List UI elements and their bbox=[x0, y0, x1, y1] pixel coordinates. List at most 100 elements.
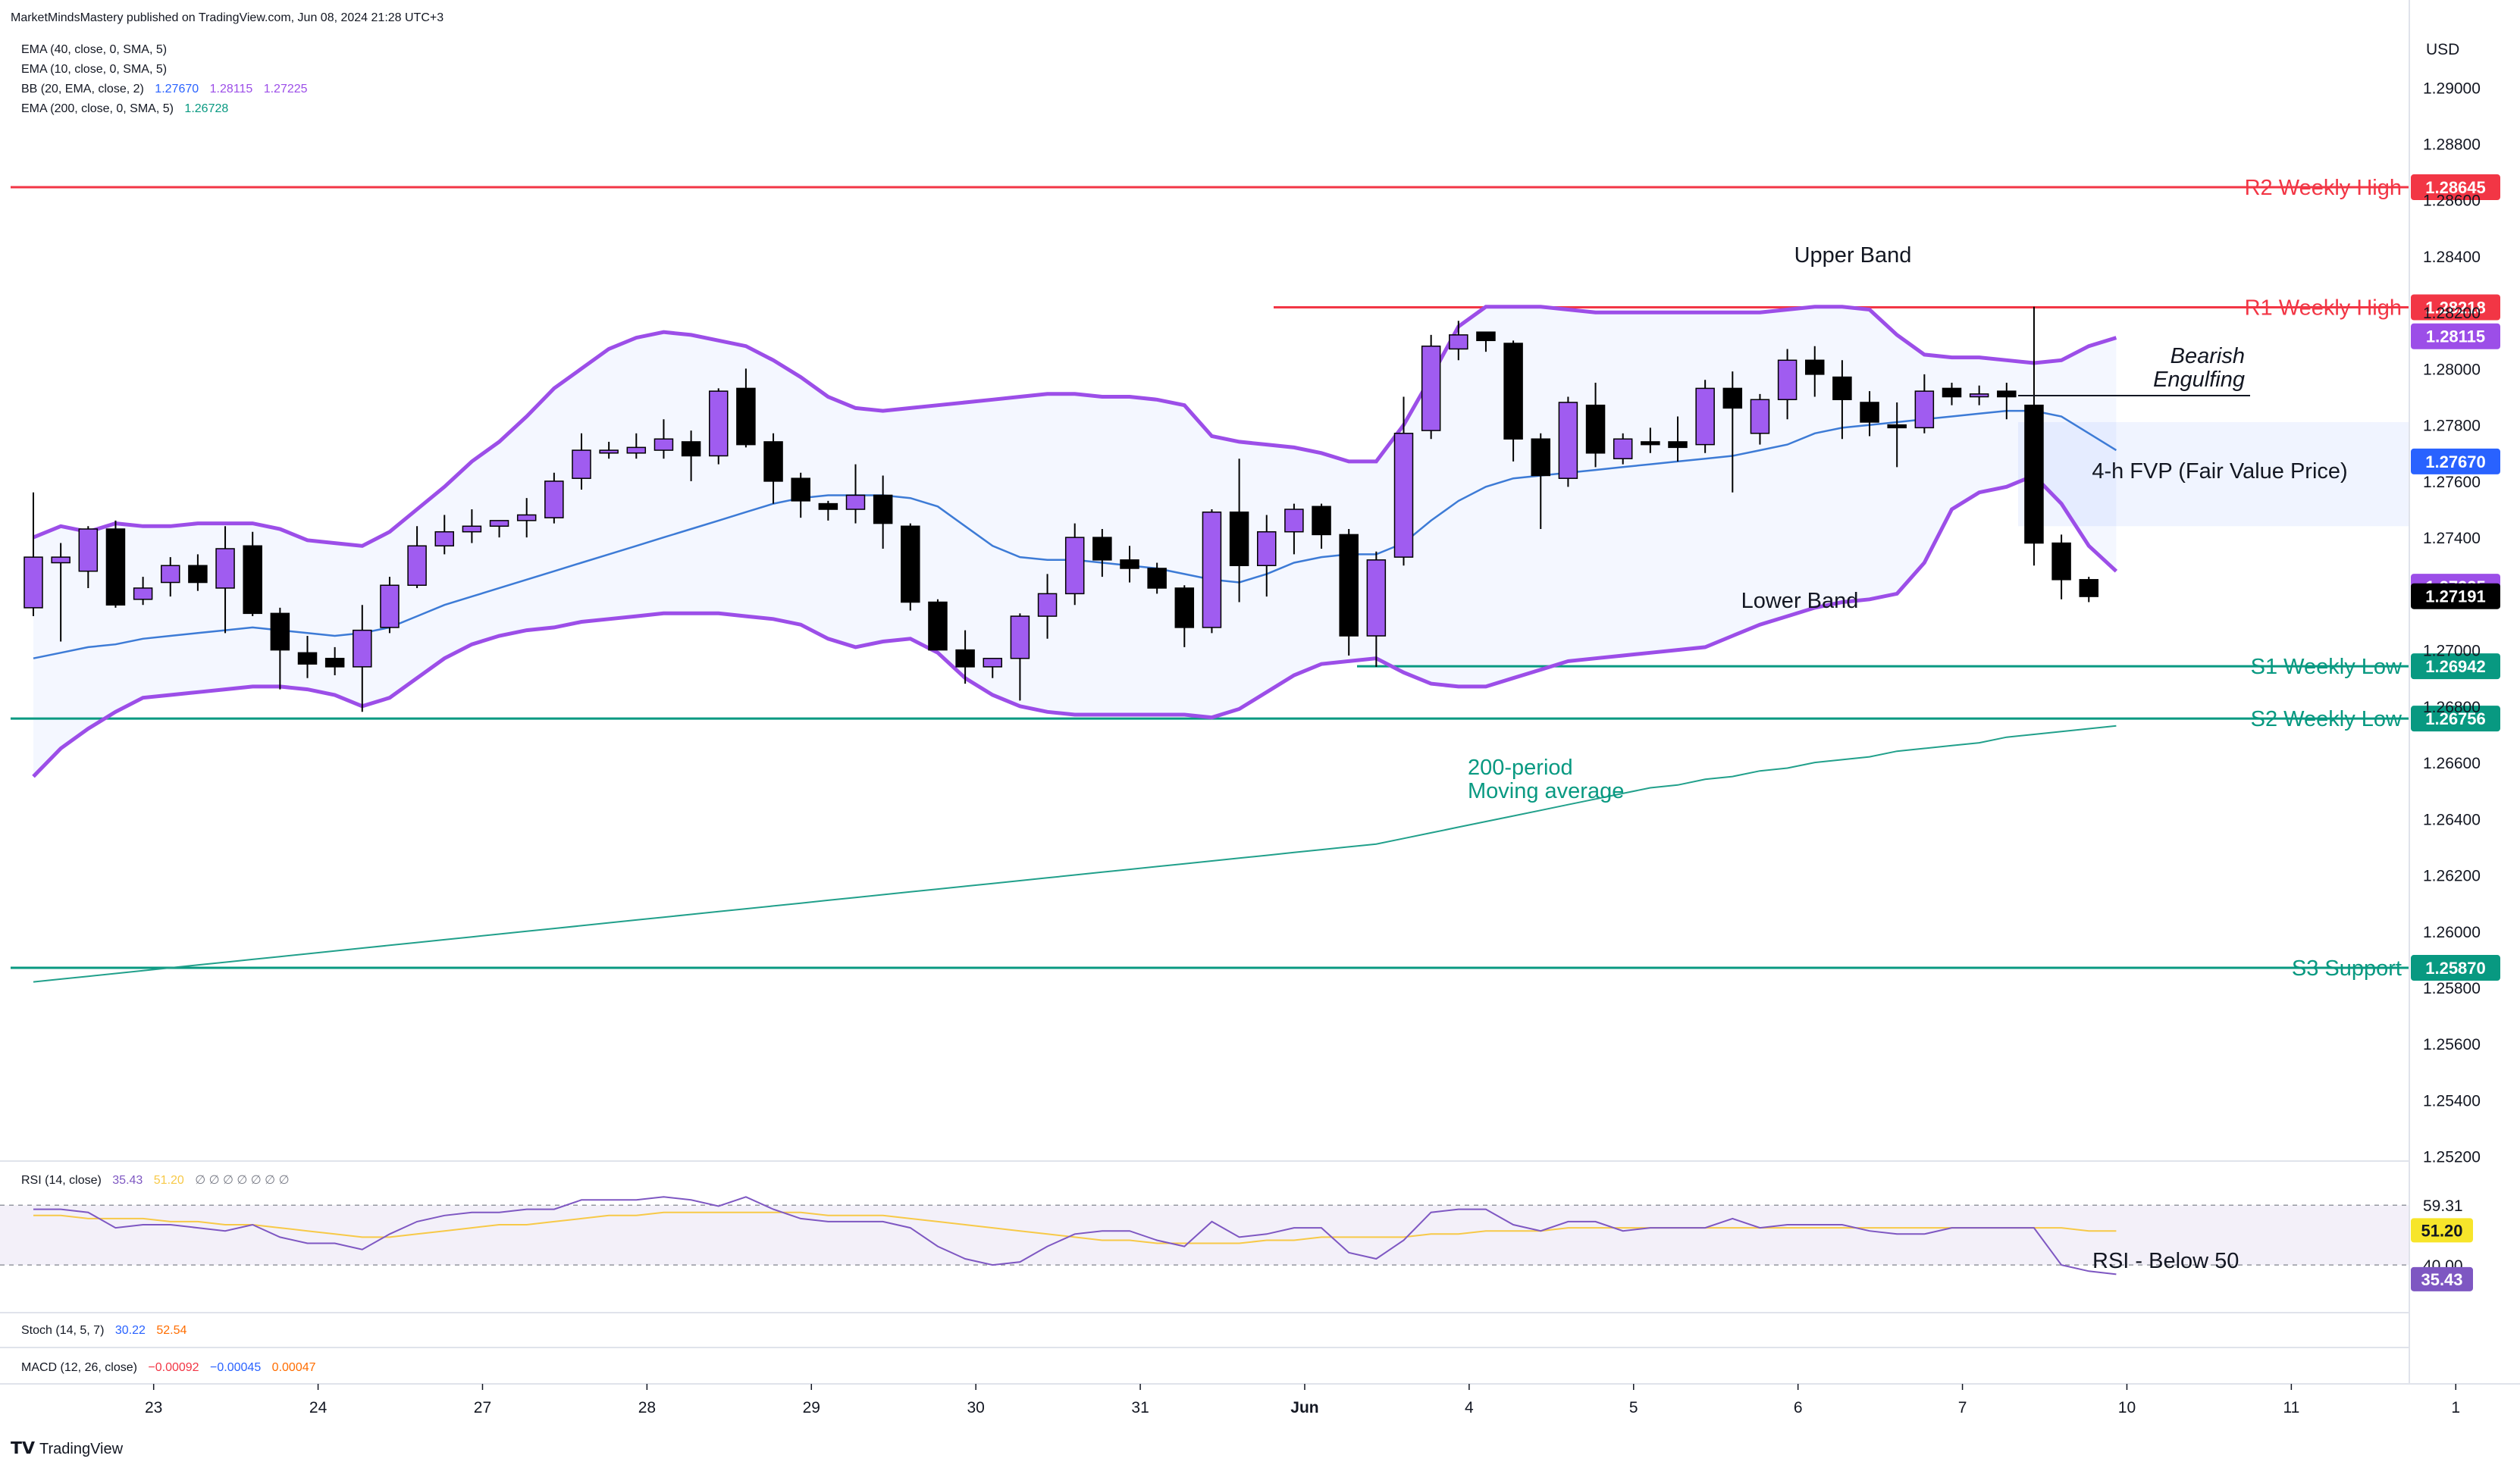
candle[interactable] bbox=[1312, 503, 1331, 549]
candle[interactable] bbox=[407, 526, 427, 588]
level-price-tag[interactable] bbox=[2411, 294, 2500, 321]
candle[interactable] bbox=[1503, 340, 1523, 462]
candle[interactable] bbox=[955, 630, 975, 684]
price-tag[interactable] bbox=[2411, 583, 2500, 609]
candle[interactable] bbox=[1092, 528, 1112, 577]
candle[interactable] bbox=[1202, 509, 1222, 634]
candle[interactable] bbox=[243, 531, 262, 617]
candle[interactable] bbox=[1257, 515, 1277, 597]
candle[interactable] bbox=[78, 526, 99, 588]
candle[interactable] bbox=[51, 543, 71, 642]
candle[interactable] bbox=[1393, 396, 1414, 566]
currency-label[interactable]: USD bbox=[2426, 41, 2459, 58]
candle[interactable] bbox=[928, 599, 948, 651]
legend-bb[interactable]: BB (20, EMA, close, 2) 1.27670 1.28115 1… bbox=[21, 83, 308, 95]
annotation-fvp[interactable]: 4-h FVP (Fair Value Price) bbox=[2092, 459, 2347, 484]
level-price-tag[interactable] bbox=[2411, 706, 2500, 732]
candle[interactable] bbox=[1284, 503, 1304, 555]
annotation-lower-band[interactable]: Lower Band bbox=[1741, 589, 1859, 613]
annotation-engulfing[interactable]: Engulfing bbox=[2153, 368, 2245, 392]
legend-macd[interactable]: MACD (12, 26, close) −0.00092 −0.00045 0… bbox=[21, 1361, 316, 1374]
rsi-value-tag[interactable] bbox=[2411, 1266, 2473, 1291]
candle[interactable] bbox=[1750, 393, 1770, 445]
candle[interactable] bbox=[1064, 523, 1085, 606]
candle[interactable] bbox=[1641, 427, 1660, 453]
level-price-tag[interactable] bbox=[2411, 955, 2500, 981]
candle[interactable] bbox=[818, 500, 838, 521]
annotation-bearish[interactable]: Bearish bbox=[2171, 344, 2245, 368]
candle[interactable] bbox=[133, 577, 153, 606]
level-label[interactable]: R2 Weekly High bbox=[2245, 176, 2402, 200]
candle[interactable] bbox=[1805, 346, 1825, 397]
tradingview-logo[interactable]: 𝗧𝗩 TradingView bbox=[11, 1438, 124, 1457]
candle[interactable] bbox=[654, 419, 674, 459]
candle[interactable] bbox=[599, 441, 619, 459]
fvp-zone[interactable] bbox=[2018, 421, 2409, 527]
candle[interactable] bbox=[2051, 534, 2071, 599]
annotation-ma200-line2[interactable]: Moving average bbox=[1468, 779, 1624, 803]
level-label[interactable]: S1 Weekly Low bbox=[2251, 655, 2402, 679]
candle[interactable] bbox=[901, 523, 920, 611]
level-label[interactable]: S3 Support bbox=[2292, 956, 2402, 981]
candle[interactable] bbox=[489, 520, 509, 538]
candle[interactable] bbox=[324, 646, 345, 676]
price-tag[interactable] bbox=[2411, 448, 2500, 474]
bb-lower-line[interactable] bbox=[32, 473, 2118, 778]
legend-ema40[interactable]: EMA (40, close, 0, SMA, 5) bbox=[21, 43, 167, 56]
candle[interactable] bbox=[1558, 396, 1578, 487]
candle[interactable] bbox=[1585, 382, 1606, 468]
rsi-line[interactable] bbox=[33, 1196, 2117, 1276]
candle[interactable] bbox=[763, 433, 783, 504]
candle[interactable] bbox=[544, 472, 564, 524]
legend-rsi[interactable]: RSI (14, close) 35.43 51.20 ∅ ∅ ∅ ∅ ∅ ∅ … bbox=[21, 1174, 290, 1187]
candle[interactable] bbox=[1832, 360, 1852, 440]
bb-upper-line[interactable] bbox=[33, 305, 2117, 548]
candle[interactable] bbox=[736, 368, 756, 448]
ema200-line[interactable] bbox=[33, 725, 2117, 983]
candle[interactable] bbox=[681, 430, 701, 481]
candle[interactable] bbox=[215, 526, 235, 634]
candle[interactable] bbox=[1449, 321, 1468, 361]
candle[interactable] bbox=[1777, 349, 1798, 420]
candle[interactable] bbox=[1914, 374, 1935, 434]
candle[interactable] bbox=[434, 515, 454, 555]
level-label[interactable]: R1 Weekly High bbox=[2245, 296, 2402, 321]
candle[interactable] bbox=[1010, 613, 1030, 701]
candle[interactable] bbox=[1229, 459, 1249, 603]
candle[interactable] bbox=[1366, 551, 1387, 667]
candle[interactable] bbox=[983, 657, 1002, 678]
candle[interactable] bbox=[2079, 577, 2098, 603]
candle[interactable] bbox=[1860, 391, 1879, 437]
candle[interactable] bbox=[1147, 562, 1167, 594]
rsi-ma-line[interactable] bbox=[33, 1211, 2117, 1244]
candle[interactable] bbox=[297, 636, 318, 678]
annotation-ma200-line1[interactable]: 200-period bbox=[1468, 756, 1573, 780]
rsi-value-tag[interactable] bbox=[2411, 1218, 2473, 1243]
time-axis[interactable]: 23 24 27 28 29 30 31 Jun 4 5 6 7 10 11 1 bbox=[145, 1384, 2460, 1416]
candle[interactable] bbox=[353, 605, 372, 712]
level-price-tag[interactable] bbox=[2411, 653, 2500, 680]
candle[interactable] bbox=[709, 388, 729, 465]
candle[interactable] bbox=[1120, 546, 1139, 583]
legend-ema200[interactable]: EMA (200, close, 0, SMA, 5) 1.26728 bbox=[21, 102, 228, 115]
candle[interactable] bbox=[1668, 416, 1688, 462]
candle[interactable] bbox=[24, 492, 43, 617]
legend-stoch[interactable]: Stoch (14, 5, 7) 30.22 52.54 bbox=[21, 1324, 186, 1337]
candle[interactable] bbox=[188, 554, 208, 591]
annotation-rsi-below-50[interactable]: RSI - Below 50 bbox=[2092, 1249, 2239, 1273]
candle[interactable] bbox=[1969, 385, 1989, 405]
candle[interactable] bbox=[105, 520, 126, 608]
level-price-tag[interactable] bbox=[2411, 174, 2500, 201]
candle[interactable] bbox=[2024, 306, 2044, 566]
annotation-upper-band[interactable]: Upper Band bbox=[1794, 243, 1912, 268]
candle[interactable] bbox=[1613, 433, 1633, 465]
candle[interactable] bbox=[1695, 380, 1715, 453]
candle[interactable] bbox=[1174, 585, 1195, 647]
level-label[interactable]: S2 Weekly Low bbox=[2251, 707, 2402, 731]
candle[interactable] bbox=[1942, 382, 1962, 405]
candle[interactable] bbox=[516, 498, 537, 538]
candle[interactable] bbox=[873, 475, 893, 549]
candle[interactable] bbox=[462, 509, 482, 543]
candle[interactable] bbox=[1037, 574, 1058, 639]
